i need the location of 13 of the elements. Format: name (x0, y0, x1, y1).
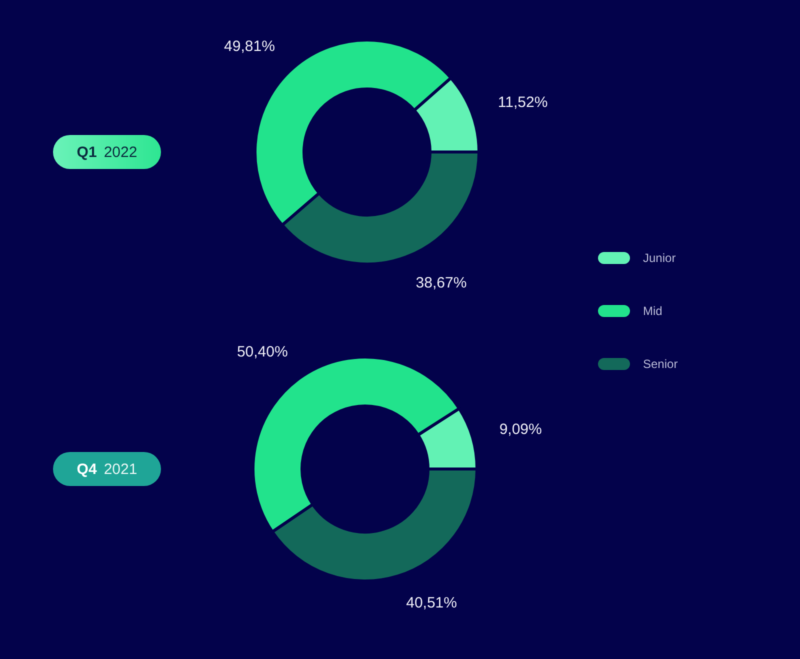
slice-label: Q1 2022 (76, 144, 138, 160)
legend-label: Junior (643, 251, 676, 265)
pill-badge: Q4 2021 (53, 452, 161, 486)
data-label: 40,51% (406, 594, 457, 612)
data-label: 11,52% (498, 94, 548, 111)
legend-label: Mid (643, 304, 662, 318)
legend-label: Senior (643, 357, 678, 371)
data-label: 49,81% (224, 38, 275, 56)
data-label: 50,40% (236, 344, 288, 361)
data-label: 38,67% (416, 274, 467, 292)
slice-label: Q4 2021 (76, 460, 138, 478)
pill-badge: Q1 2022 (53, 135, 161, 169)
data-label: 9,09% (499, 421, 542, 438)
